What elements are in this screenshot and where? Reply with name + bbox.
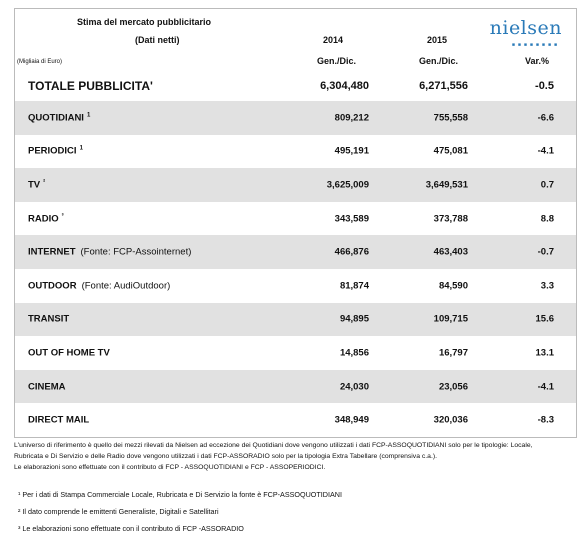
- value-2015: 463,403: [433, 246, 468, 258]
- period: Gen./Dic.: [419, 56, 459, 66]
- value-2015: 109,715: [433, 313, 468, 325]
- year: 2014: [323, 35, 344, 45]
- value-2015: 6,271,556: [419, 80, 468, 92]
- row-name: TV ²: [28, 179, 45, 190]
- value-2014: 6,304,480: [320, 80, 369, 92]
- logo: nielsen: [489, 17, 562, 39]
- row-name: OUTDOOR (Fonte: AudiOutdoor): [28, 280, 170, 291]
- row-label: OUT OF HOME TV: [28, 347, 110, 359]
- row-label: RADIO: [28, 213, 59, 225]
- row-label: INTERNET: [28, 246, 76, 258]
- change: -4.1: [537, 381, 554, 393]
- table-row: PERIODICI 1 495,191 475,081 -4.1: [15, 135, 576, 169]
- change: -0.7: [537, 246, 554, 258]
- table-row: OUT OF HOME TV 14,856 16,797 13.1: [15, 336, 576, 370]
- subtitle: (Dati netti): [135, 35, 180, 45]
- footnote-ref: 1: [86, 112, 91, 119]
- table-row: INTERNET (Fonte: FCP-Assointernet) 466,876…: [15, 235, 576, 269]
- footnote: ¹ Per i dati di Stampa Commerciale Local…: [18, 490, 342, 499]
- row-name: CINEMA: [28, 381, 65, 392]
- value-2014: 94,895: [339, 313, 369, 325]
- row-label: TV: [28, 179, 41, 191]
- footnote-ref: 1: [79, 145, 83, 152]
- value-2014: 343,589: [334, 213, 369, 225]
- row-name: DIRECT MAIL: [28, 415, 89, 426]
- row-source: (Fonte: AudiOutdoor): [81, 280, 171, 292]
- table-row: QUOTIDIANI 1 809,212 755,558 -6.6: [15, 101, 576, 135]
- value-2014: 348,949: [334, 414, 369, 426]
- change: 15.6: [535, 313, 555, 325]
- footer-line: L'universo di riferimento è quello dei m…: [14, 442, 533, 449]
- value-2015: 755,558: [433, 112, 468, 124]
- value-2014: 466,876: [334, 246, 369, 258]
- table-box: Stima del mercato pubblicitario (Dati ne…: [14, 8, 577, 438]
- logo-dots: ■■■■■■■■: [511, 42, 560, 48]
- row-name: INTERNET (Fonte: FCP-Assointernet): [28, 247, 191, 258]
- row-name: QUOTIDIANI 1: [28, 112, 90, 123]
- footer-line: Rubricata e Di Servizio e delle Radio do…: [14, 453, 437, 460]
- row-label: TRANSIT: [28, 313, 70, 325]
- change: 13.1: [535, 347, 555, 359]
- value-2014: 81,874: [339, 280, 369, 292]
- table-row: CINEMA 24,030 23,056 -4.1: [15, 369, 576, 404]
- footnote-ref: ³: [61, 213, 64, 220]
- change: -8.3: [537, 414, 554, 426]
- change: 0.7: [540, 179, 554, 191]
- value-2014: 809,212: [334, 112, 369, 124]
- row-name: TRANSIT: [28, 314, 69, 325]
- value-2015: 23,056: [438, 381, 468, 393]
- row-label: CINEMA: [28, 381, 66, 393]
- footnote: ³ Le elaborazioni sono effettuate con il…: [18, 524, 244, 533]
- value-2015: 373,788: [433, 213, 468, 225]
- row-name: TOTALE PUBBLICITA': [28, 79, 153, 93]
- change: -6.6: [537, 112, 554, 124]
- row-label: QUOTIDIANI: [28, 112, 84, 124]
- value-2014: 24,030: [339, 381, 369, 393]
- period: Gen./Dic.: [317, 56, 357, 66]
- row-name: RADIO ³: [28, 213, 64, 224]
- value-2014: 495,191: [334, 145, 369, 157]
- row-label: OUTDOOR: [28, 280, 77, 292]
- row-name: OUT OF HOME TV: [28, 347, 110, 358]
- table-row: TOTALE PUBBLICITA' 6,304,480 6,271,556 -0.5: [15, 71, 576, 101]
- change: -0.5: [535, 80, 554, 92]
- row-label: TOTALE PUBBLICITA': [28, 79, 153, 93]
- table-row: TRANSIT 94,895 109,715 15.6: [15, 302, 576, 337]
- footer-line: Le elaborazioni sono effettuate con il c…: [14, 464, 326, 471]
- table-row: RADIO ³ 343,589 373,788 8.8: [15, 202, 576, 236]
- year: 2015: [427, 35, 448, 45]
- value-2015: 475,081: [433, 145, 468, 157]
- title: Stima del mercato pubblicitario: [77, 17, 212, 27]
- unit: (Migliaia di Euro): [17, 59, 63, 65]
- value-2014: 3,625,009: [326, 179, 369, 191]
- row-label: DIRECT MAIL: [28, 414, 90, 426]
- value-2015: 16,797: [438, 347, 468, 359]
- value-2014: 14,856: [339, 347, 369, 359]
- value-2015: 84,590: [438, 280, 468, 292]
- row-name: PERIODICI 1: [28, 146, 83, 157]
- change: 8.8: [540, 213, 554, 225]
- row-label: PERIODICI: [28, 145, 77, 157]
- table-row: OUTDOOR (Fonte: AudiOutdoor) 81,874 84,590 3…: [15, 269, 576, 303]
- change-header: Var.%: [525, 56, 550, 66]
- footnote-ref: ²: [43, 179, 46, 186]
- value-2015: 320,036: [433, 414, 468, 426]
- footnote: ² Il dato comprende le emittenti General…: [18, 507, 219, 516]
- table-row: DIRECT MAIL 348,949 320,036 -8.3: [15, 403, 576, 437]
- row-source: (Fonte: FCP-Assointernet): [80, 246, 192, 258]
- value-2015: 3,649,531: [425, 179, 468, 191]
- change: -4.1: [537, 145, 554, 157]
- table-row: TV ² 3,625,009 3,649,531 0.7: [15, 168, 576, 202]
- change: 3.3: [540, 280, 554, 292]
